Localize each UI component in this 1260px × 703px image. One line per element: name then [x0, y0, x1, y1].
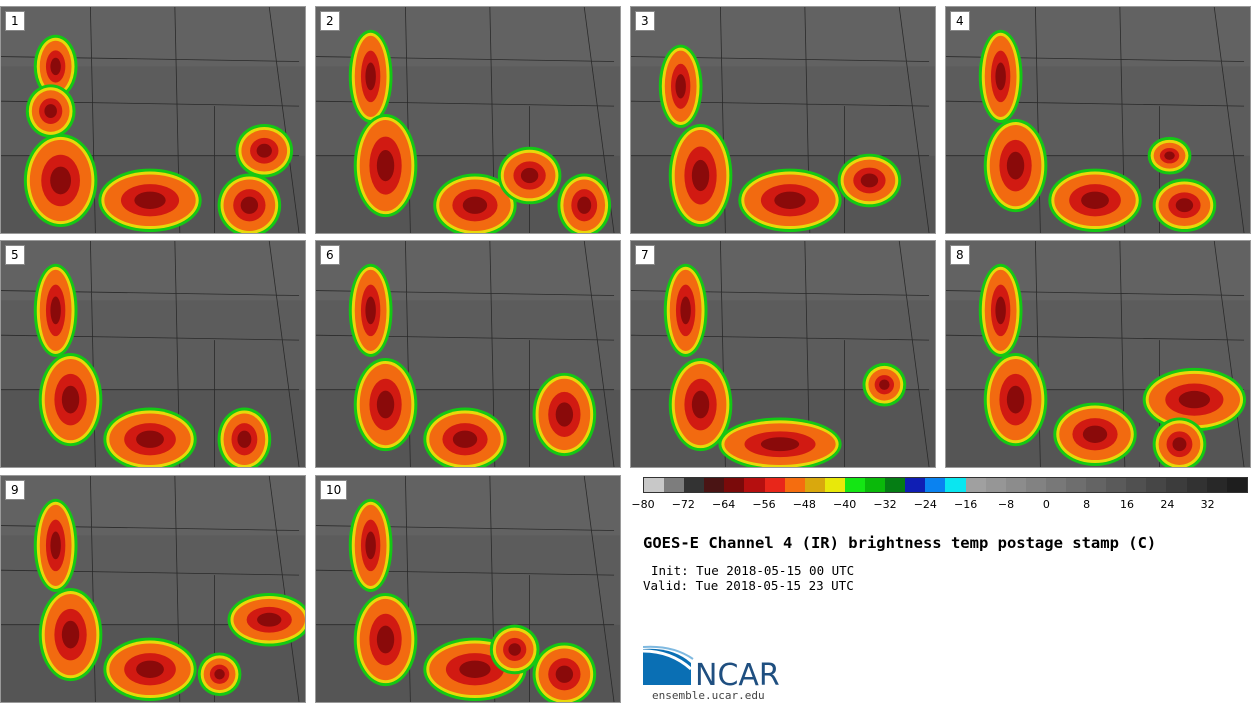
colorbar-swatch [1106, 478, 1127, 492]
colorbar-swatch [965, 478, 986, 492]
colorbar-swatch [1025, 478, 1046, 492]
colorbar-swatch [945, 478, 966, 492]
colorbar-tick-label: −48 [792, 498, 816, 511]
colorbar-swatch [865, 478, 886, 492]
colorbar-tick-label: 24 [1160, 498, 1175, 511]
colorbar-swatch [764, 478, 785, 492]
colorbar-tick-label: 0 [1042, 498, 1050, 511]
figure-title: GOES-E Channel 4 (IR) brightness temp po… [643, 534, 1157, 552]
colorbar-swatch [1226, 478, 1247, 492]
colorbar-tick-label: 32 [1200, 498, 1215, 511]
colorbar-tick-label: 8 [1083, 498, 1091, 511]
panel-number: 7 [635, 245, 655, 265]
postage-stamp-panel: 10 [315, 475, 621, 703]
postage-stamp-panel: 9 [0, 475, 306, 703]
colorbar-tick-label: −16 [954, 498, 978, 511]
colorbar-tick-label: −40 [833, 498, 857, 511]
colorbar-swatch [704, 478, 725, 492]
postage-stamp-panel: 2 [315, 6, 621, 234]
colorbar-tick-label: −8 [997, 498, 1015, 511]
colorbar-swatch [925, 478, 946, 492]
postage-stamp-panel: 6 [315, 240, 621, 468]
postage-stamp-panel: 8 [945, 240, 1251, 468]
colorbar-swatch [784, 478, 805, 492]
panel-number: 5 [5, 245, 25, 265]
colorbar-swatch [644, 478, 665, 492]
postage-stamp-panel: 3 [630, 6, 936, 234]
colorbar-tick-label: −80 [631, 498, 655, 511]
colorbar-tick-label: 16 [1120, 498, 1134, 511]
postage-stamp-panel: 5 [0, 240, 306, 468]
panel-number: 4 [950, 11, 970, 31]
colorbar-tick-label: −32 [873, 498, 897, 511]
colorbar-swatch [1146, 478, 1167, 492]
website-url: ensemble.ucar.edu [652, 689, 765, 702]
colorbar-tick-label: −56 [752, 498, 776, 511]
colorbar-tick-label: −64 [712, 498, 736, 511]
colorbar-swatch [1086, 478, 1107, 492]
colorbar-swatch [1065, 478, 1087, 492]
colorbar-swatch [724, 478, 745, 492]
colorbar-swatch [824, 478, 845, 492]
colorbar-swatch [664, 478, 685, 492]
colorbar-tick-label: −24 [913, 498, 937, 511]
panel-number: 8 [950, 245, 970, 265]
colorbar-swatch [1206, 478, 1227, 492]
init-time: Init: Tue 2018-05-15 00 UTC [651, 563, 855, 578]
postage-stamp-panel: 4 [945, 6, 1251, 234]
colorbar-swatch [1186, 478, 1207, 492]
colorbar-swatch [804, 478, 825, 492]
logo-text: NCAR [695, 658, 780, 689]
colorbar [643, 477, 1248, 493]
colorbar-swatch [1005, 478, 1026, 492]
colorbar-tick-label: −72 [671, 498, 695, 511]
panel-number: 6 [320, 245, 340, 265]
panel-number: 2 [320, 11, 340, 31]
panel-number: 3 [635, 11, 655, 31]
colorbar-swatch [1045, 478, 1066, 492]
postage-stamp-panel: 7 [630, 240, 936, 468]
colorbar-swatch [844, 478, 866, 492]
panel-number: 9 [5, 480, 25, 500]
colorbar-swatch [1126, 478, 1147, 492]
panel-number: 1 [5, 11, 25, 31]
panel-number: 10 [320, 480, 348, 500]
colorbar-swatch [1166, 478, 1187, 492]
colorbar-swatch [885, 478, 906, 492]
colorbar-swatch [905, 478, 926, 492]
colorbar-swatch [684, 478, 705, 492]
colorbar-ticks: −80 −72 −64 −56 −48 −40 −32 −24 −16 −8 0 8 16 24 32 [631, 498, 1248, 512]
postage-stamp-panel: 1 [0, 6, 306, 234]
colorbar-swatch [985, 478, 1006, 492]
valid-time: Valid: Tue 2018-05-15 23 UTC [643, 578, 854, 593]
colorbar-swatch [744, 478, 765, 492]
ncar-logo: NCAR [643, 645, 780, 689]
